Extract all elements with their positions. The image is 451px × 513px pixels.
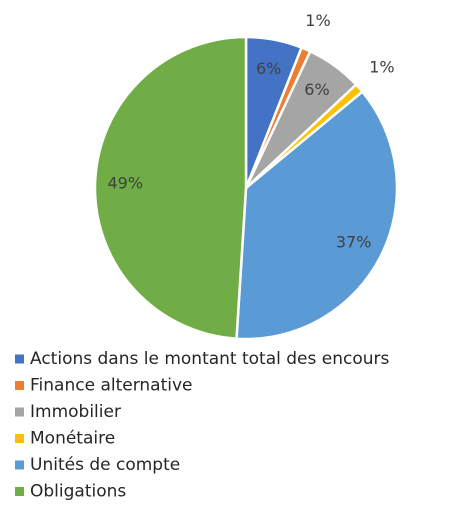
pie-slice — [93, 35, 248, 341]
legend-swatch — [15, 487, 24, 496]
legend-swatch — [15, 354, 24, 364]
data-label: 49% — [107, 174, 143, 193]
legend-label: Unités de compte — [30, 455, 180, 475]
legend-swatch — [15, 407, 24, 417]
legend-swatch — [15, 460, 24, 470]
data-label: 37% — [336, 232, 372, 251]
data-label: 1% — [305, 11, 330, 30]
data-label: 6% — [256, 59, 281, 78]
legend-label: Obligations — [30, 482, 126, 502]
legend-label: Finance alternative — [30, 376, 193, 396]
pie-slice — [235, 89, 399, 341]
legend-label: Immobilier — [30, 402, 121, 422]
legend-swatch — [15, 381, 24, 390]
legend-label: Monétaire — [30, 429, 115, 449]
data-label: 1% — [369, 58, 394, 77]
data-label: 6% — [304, 80, 329, 99]
legend-swatch — [15, 434, 24, 443]
legend-label: Actions dans le montant total des encour… — [30, 349, 390, 369]
